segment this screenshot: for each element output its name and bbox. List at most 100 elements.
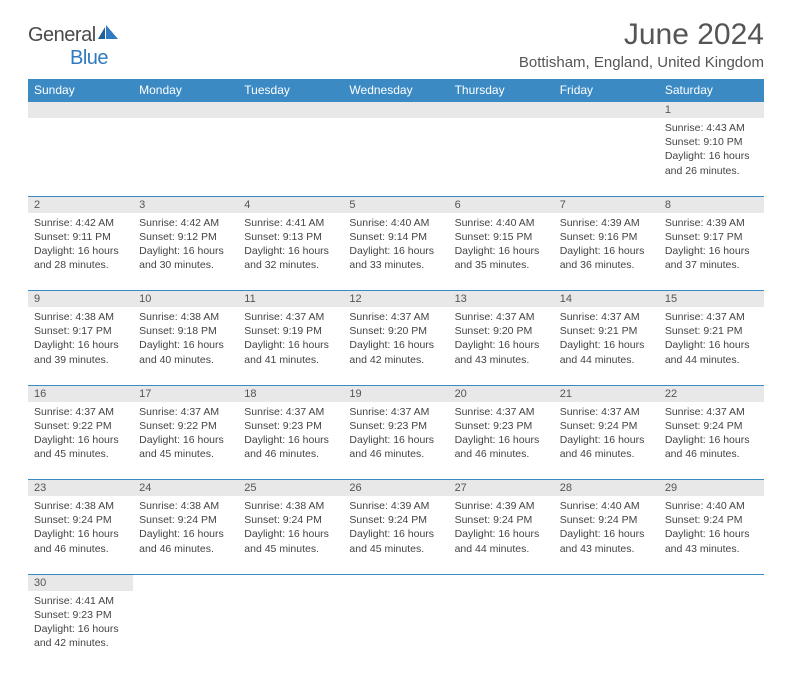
daynum-row: 9101112131415 [28, 291, 764, 308]
daylight-line: Daylight: 16 hours and 30 minutes. [139, 244, 232, 272]
sunrise-line: Sunrise: 4:38 AM [34, 310, 127, 324]
day-content-cell: Sunrise: 4:41 AMSunset: 9:13 PMDaylight:… [238, 213, 343, 291]
day-number-cell: 15 [659, 291, 764, 308]
sunset-line: Sunset: 9:24 PM [349, 513, 442, 527]
day-content-cell: Sunrise: 4:37 AMSunset: 9:23 PMDaylight:… [238, 402, 343, 480]
day-number-cell: 7 [554, 196, 659, 213]
day-content-cell: Sunrise: 4:40 AMSunset: 9:24 PMDaylight:… [554, 496, 659, 574]
sunset-line: Sunset: 9:11 PM [34, 230, 127, 244]
daylight-line: Daylight: 16 hours and 35 minutes. [455, 244, 548, 272]
daylight-line: Daylight: 16 hours and 46 minutes. [560, 433, 653, 461]
day-content-cell [449, 591, 554, 669]
day-number-cell: 10 [133, 291, 238, 308]
day-number-cell: 16 [28, 385, 133, 402]
daylight-line: Daylight: 16 hours and 46 minutes. [244, 433, 337, 461]
day-content-cell: Sunrise: 4:37 AMSunset: 9:24 PMDaylight:… [554, 402, 659, 480]
day-content-cell: Sunrise: 4:40 AMSunset: 9:24 PMDaylight:… [659, 496, 764, 574]
day-number-cell: 27 [449, 480, 554, 497]
day-content-cell [554, 591, 659, 669]
sunset-line: Sunset: 9:23 PM [34, 608, 127, 622]
day-content-cell [449, 118, 554, 196]
daylight-line: Daylight: 16 hours and 45 minutes. [34, 433, 127, 461]
content-row: Sunrise: 4:43 AMSunset: 9:10 PMDaylight:… [28, 118, 764, 196]
day-number-cell: 17 [133, 385, 238, 402]
day-number-cell [133, 102, 238, 119]
sunrise-line: Sunrise: 4:41 AM [34, 594, 127, 608]
sunrise-line: Sunrise: 4:37 AM [455, 405, 548, 419]
day-content-cell: Sunrise: 4:38 AMSunset: 9:18 PMDaylight:… [133, 307, 238, 385]
col-thursday: Thursday [449, 79, 554, 102]
sunset-line: Sunset: 9:20 PM [455, 324, 548, 338]
col-wednesday: Wednesday [343, 79, 448, 102]
sunrise-line: Sunrise: 4:39 AM [560, 216, 653, 230]
sunrise-line: Sunrise: 4:39 AM [455, 499, 548, 513]
day-number-cell: 1 [659, 102, 764, 119]
daylight-line: Daylight: 16 hours and 44 minutes. [455, 527, 548, 555]
day-content-cell: Sunrise: 4:39 AMSunset: 9:24 PMDaylight:… [449, 496, 554, 574]
day-content-cell [133, 591, 238, 669]
day-number-cell: 8 [659, 196, 764, 213]
day-number-cell: 30 [28, 574, 133, 591]
day-content-cell: Sunrise: 4:37 AMSunset: 9:21 PMDaylight:… [659, 307, 764, 385]
daylight-line: Daylight: 16 hours and 39 minutes. [34, 338, 127, 366]
sunrise-line: Sunrise: 4:37 AM [349, 405, 442, 419]
day-number-cell: 5 [343, 196, 448, 213]
sunset-line: Sunset: 9:24 PM [139, 513, 232, 527]
day-number-cell: 20 [449, 385, 554, 402]
daylight-line: Daylight: 16 hours and 46 minutes. [665, 433, 758, 461]
day-number-cell: 24 [133, 480, 238, 497]
sunset-line: Sunset: 9:22 PM [139, 419, 232, 433]
daylight-line: Daylight: 16 hours and 28 minutes. [34, 244, 127, 272]
sunrise-line: Sunrise: 4:37 AM [560, 310, 653, 324]
sunset-line: Sunset: 9:23 PM [244, 419, 337, 433]
sunset-line: Sunset: 9:16 PM [560, 230, 653, 244]
sunset-line: Sunset: 9:10 PM [665, 135, 758, 149]
sunrise-line: Sunrise: 4:40 AM [560, 499, 653, 513]
sunrise-line: Sunrise: 4:37 AM [139, 405, 232, 419]
daynum-row: 2345678 [28, 196, 764, 213]
daylight-line: Daylight: 16 hours and 45 minutes. [349, 527, 442, 555]
sunset-line: Sunset: 9:13 PM [244, 230, 337, 244]
day-content-cell: Sunrise: 4:37 AMSunset: 9:21 PMDaylight:… [554, 307, 659, 385]
daylight-line: Daylight: 16 hours and 45 minutes. [244, 527, 337, 555]
day-number-cell: 14 [554, 291, 659, 308]
day-number-cell [449, 102, 554, 119]
daylight-line: Daylight: 16 hours and 42 minutes. [34, 622, 127, 650]
daylight-line: Daylight: 16 hours and 44 minutes. [560, 338, 653, 366]
daylight-line: Daylight: 16 hours and 46 minutes. [455, 433, 548, 461]
sunrise-line: Sunrise: 4:37 AM [665, 405, 758, 419]
daynum-row: 30 [28, 574, 764, 591]
content-row: Sunrise: 4:37 AMSunset: 9:22 PMDaylight:… [28, 402, 764, 480]
day-content-cell [554, 118, 659, 196]
day-number-cell [238, 574, 343, 591]
content-row: Sunrise: 4:42 AMSunset: 9:11 PMDaylight:… [28, 213, 764, 291]
day-number-cell: 25 [238, 480, 343, 497]
daylight-line: Daylight: 16 hours and 41 minutes. [244, 338, 337, 366]
day-number-cell [449, 574, 554, 591]
day-number-cell [554, 102, 659, 119]
calendar-page: GeneralBlue June 2024 Bottisham, England… [0, 0, 792, 687]
daylight-line: Daylight: 16 hours and 46 minutes. [34, 527, 127, 555]
day-number-cell: 11 [238, 291, 343, 308]
day-number-cell: 18 [238, 385, 343, 402]
content-row: Sunrise: 4:41 AMSunset: 9:23 PMDaylight:… [28, 591, 764, 669]
day-number-cell: 13 [449, 291, 554, 308]
sunrise-line: Sunrise: 4:38 AM [34, 499, 127, 513]
daylight-line: Daylight: 16 hours and 45 minutes. [139, 433, 232, 461]
daylight-line: Daylight: 16 hours and 40 minutes. [139, 338, 232, 366]
day-number-cell: 2 [28, 196, 133, 213]
sunset-line: Sunset: 9:24 PM [560, 419, 653, 433]
sunrise-line: Sunrise: 4:38 AM [139, 499, 232, 513]
day-content-cell: Sunrise: 4:38 AMSunset: 9:24 PMDaylight:… [238, 496, 343, 574]
day-content-cell: Sunrise: 4:37 AMSunset: 9:23 PMDaylight:… [343, 402, 448, 480]
sunset-line: Sunset: 9:12 PM [139, 230, 232, 244]
sunset-line: Sunset: 9:24 PM [560, 513, 653, 527]
day-number-cell [343, 574, 448, 591]
day-content-cell [343, 118, 448, 196]
sunset-line: Sunset: 9:21 PM [560, 324, 653, 338]
day-content-cell: Sunrise: 4:37 AMSunset: 9:20 PMDaylight:… [449, 307, 554, 385]
daylight-line: Daylight: 16 hours and 36 minutes. [560, 244, 653, 272]
day-number-cell: 9 [28, 291, 133, 308]
day-number-cell [343, 102, 448, 119]
day-content-cell: Sunrise: 4:39 AMSunset: 9:17 PMDaylight:… [659, 213, 764, 291]
